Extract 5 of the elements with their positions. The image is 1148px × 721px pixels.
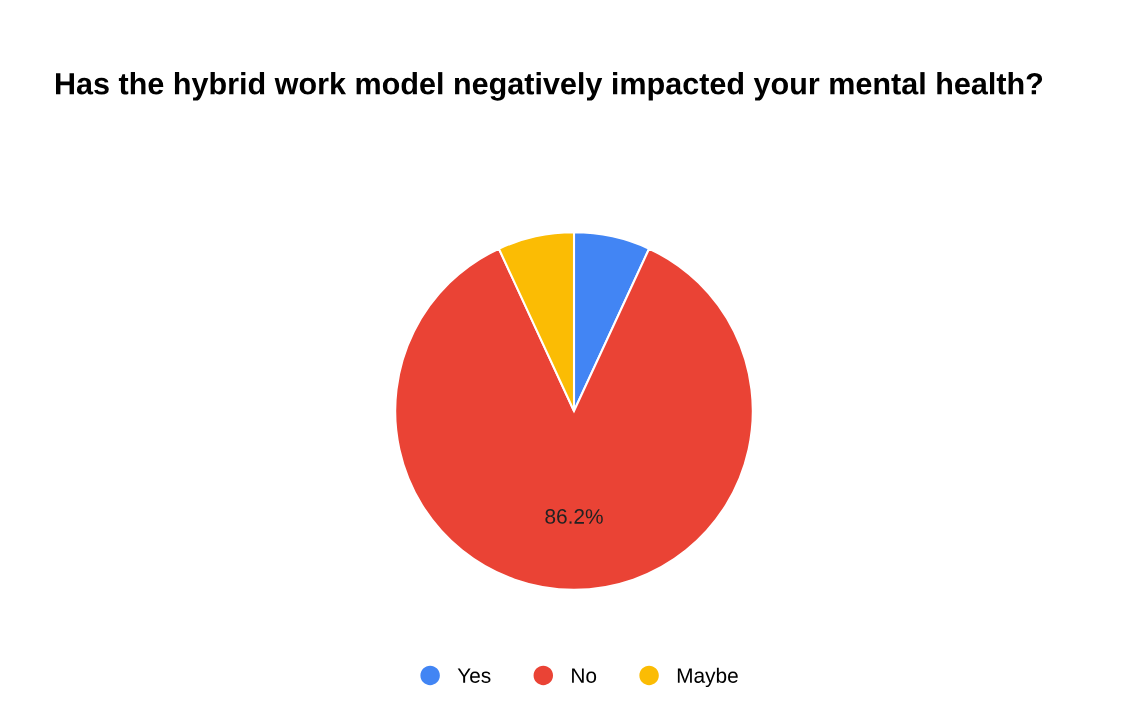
legend-label: Yes bbox=[457, 668, 491, 683]
legend-label: No bbox=[572, 668, 597, 683]
legend-label: Maybe bbox=[677, 667, 738, 688]
chart-title: Has the hybrid work model negatively impacted your mental health? bbox=[56, 72, 1043, 101]
data-label: 86.2% bbox=[545, 509, 603, 524]
